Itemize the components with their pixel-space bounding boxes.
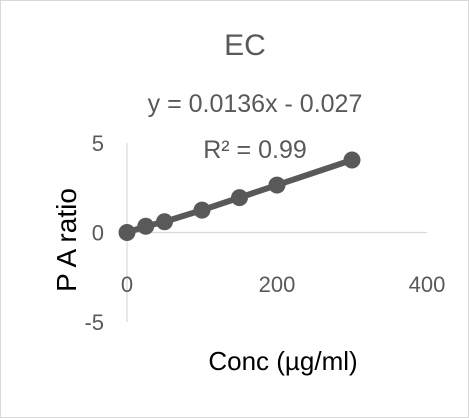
data-point: [268, 176, 286, 194]
data-point: [137, 217, 155, 235]
y-tick-label: 0: [92, 221, 104, 246]
x-axis-label: Conc (µg/ml): [208, 346, 357, 376]
chart-title: EC: [224, 29, 266, 62]
tick-labels: 5 0 -5 0 200 400: [84, 131, 445, 335]
y-tick-label: 5: [92, 131, 104, 156]
x-tick-label: 200: [259, 272, 296, 297]
trendline-r-squared: R² = 0.99: [203, 136, 307, 164]
plot-marks: [118, 151, 361, 241]
data-point: [193, 201, 211, 219]
x-tick-label: 400: [409, 272, 446, 297]
data-point: [343, 151, 361, 169]
x-tick-label: 0: [121, 272, 133, 297]
trendline-equation: y = 0.0136x - 0.027: [148, 90, 363, 118]
data-point: [156, 213, 173, 231]
data-point: [231, 189, 248, 207]
y-tick-label: -5: [84, 310, 104, 335]
y-axis-label: P A ratio: [51, 188, 82, 292]
data-point: [118, 224, 136, 241]
